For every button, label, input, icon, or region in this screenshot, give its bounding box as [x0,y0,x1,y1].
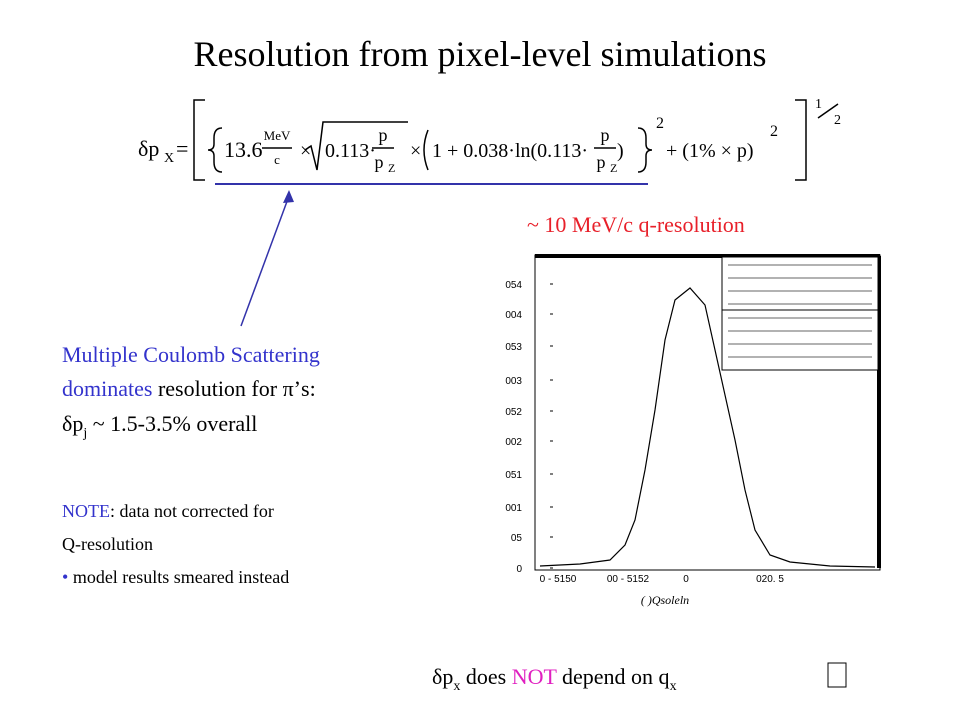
arrow [240,195,290,327]
formula-part: × [410,140,421,162]
formula-part: δp [138,136,159,161]
text: ~ 1.5-3.5% overall [87,411,257,436]
brace [207,127,223,173]
formula-part: p [375,152,384,172]
title: Resolution from pixel-level simulations [194,34,767,74]
formula-part: 2 [834,113,841,128]
y-tick-label: 003 [505,376,522,387]
mcs-line: Multiple Coulomb Scattering [62,342,320,367]
y-tick-label: 002 [505,437,522,448]
y-tick-label: 001 [505,503,522,514]
formula-part: p [597,152,606,172]
formula [193,99,839,181]
histogram [539,287,876,568]
sqrt [304,121,408,171]
text: NOTE [62,501,110,521]
text: : data not corrected for [110,501,274,521]
formula-part: × [300,140,311,162]
mcs-line: δpj ~ 1.5-3.5% overall [62,411,257,441]
text: x [453,679,460,694]
bracket [795,99,807,181]
formula-part: 2 [770,123,778,140]
formula-part: ) [617,140,624,162]
mcs-line: dominates resolution for π’s: [62,376,316,401]
formula-part: p [379,125,388,145]
note-line: NOTE: data not corrected for [62,501,274,521]
text: • [62,567,68,587]
formula-part: MeV [264,128,291,143]
y-tick-label: 054 [505,280,522,291]
stats-box [721,256,879,371]
formula-part: 2 [656,115,664,132]
x-tick-label: 00 - 5152 [607,574,650,585]
text: NOT [512,664,558,689]
x-tick-label: 0 [683,574,689,585]
text: j [82,426,87,441]
formula-part: Z [610,161,617,175]
formula-part: 1 + 0.038·ln(0.113· [432,140,588,162]
note-line: • model results smeared instead [62,567,289,587]
text: x [670,679,677,694]
x-tick-label: 0 - 5150 [540,574,577,585]
text: depend on q [557,664,670,689]
glyph-box [827,662,847,688]
text: model results smeared instead [68,567,289,587]
fraction-line [817,103,839,119]
plot [534,254,881,571]
y-tick-label: 053 [505,342,522,353]
text: δp [432,664,453,689]
formula-part: p [601,125,610,145]
formula-part: 0.113· [325,140,376,162]
note-line: Q-resolution [62,534,153,554]
paren [423,129,429,171]
resolution-label: ~ 10 MeV/c q-resolution [527,212,745,237]
text: resolution for π’s: [152,376,315,401]
text: does [460,664,511,689]
bracket [193,99,205,181]
y-tick-label: 004 [505,310,522,321]
formula-part: X [164,151,174,166]
formula-part: Z [388,161,395,175]
arrow-head [283,190,294,203]
stats-lines [722,264,878,358]
text: dominates [62,376,152,401]
formula-part: 13.6 [224,137,263,162]
formula-part: 1 [815,97,822,112]
formula-part: + (1% × p) [666,140,754,162]
formula-part: = [176,136,188,161]
y-tick-label: 051 [505,470,522,481]
x-axis-title: ( )Qsoleln [641,593,689,607]
y-tick-label: 0 [516,564,522,575]
y-tick-label: 05 [511,533,523,544]
text: δp [62,411,83,436]
footer: δpx does NOT depend on qx [432,664,677,694]
x-tick-label: 020. 5 [756,574,784,585]
brace [637,127,653,173]
formula-part: c [274,152,280,167]
y-tick-label: 052 [505,407,522,418]
